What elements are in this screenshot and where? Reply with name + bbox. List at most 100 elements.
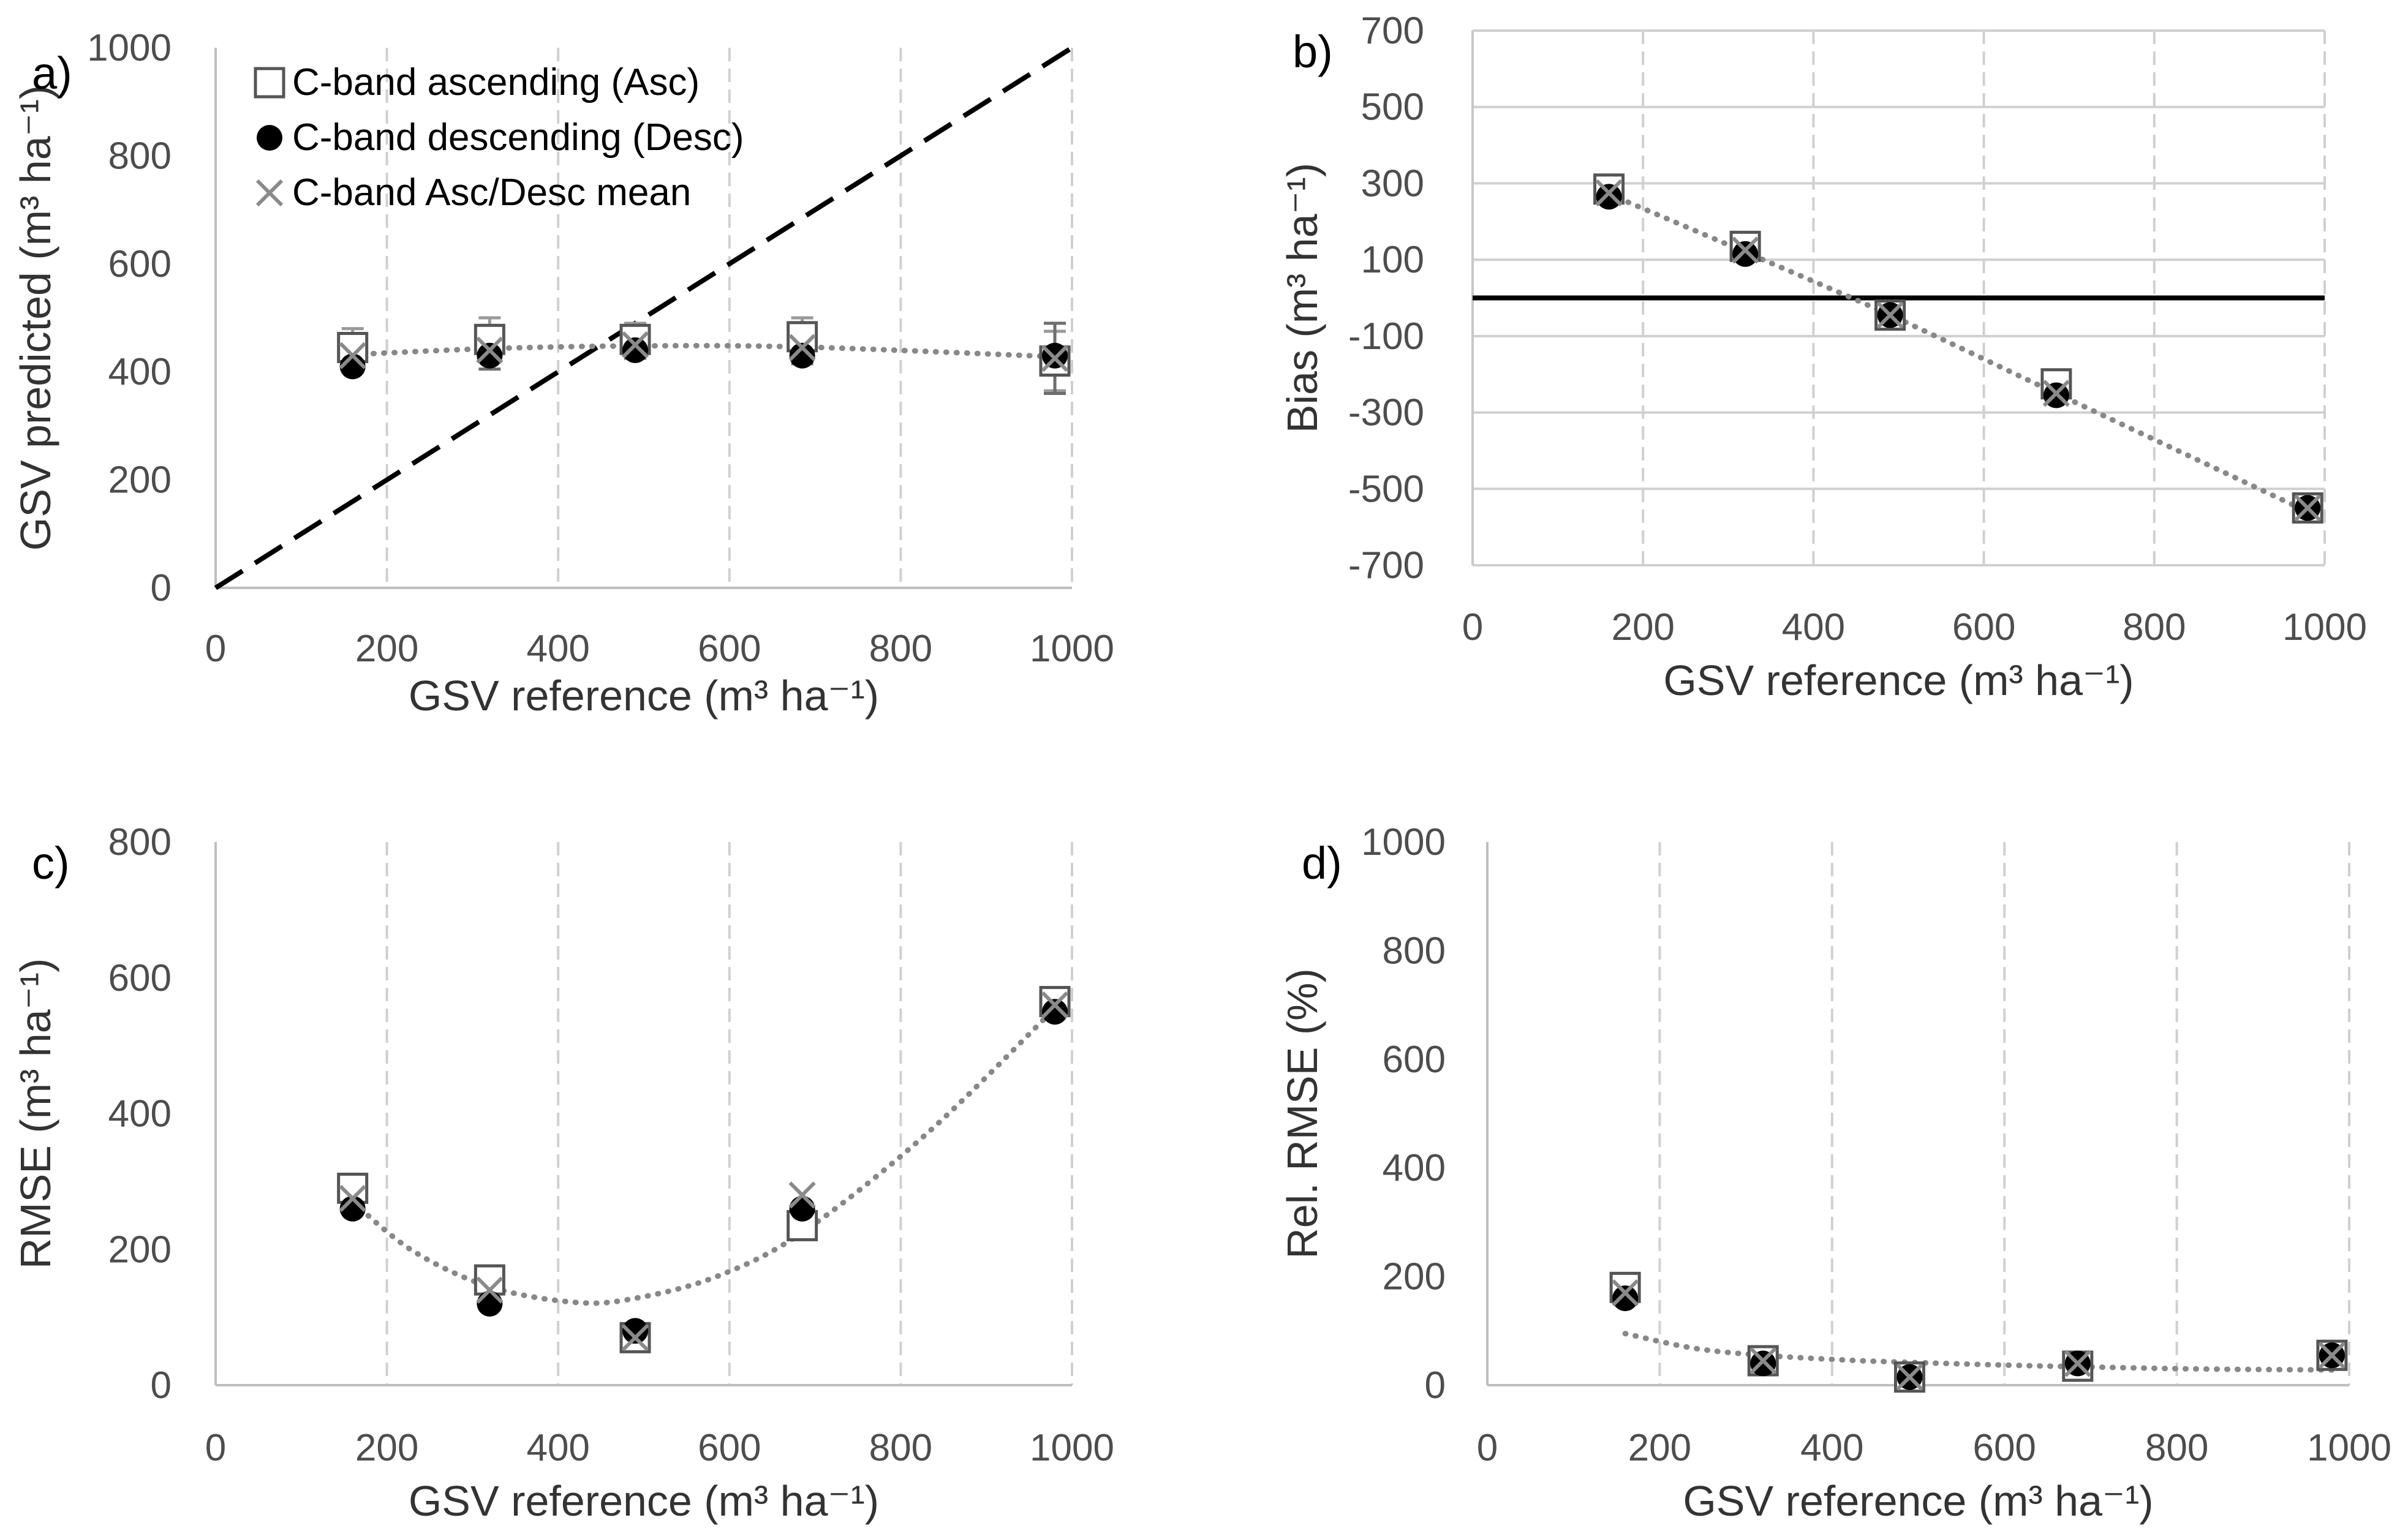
trendline xyxy=(1606,191,2311,515)
mean-point xyxy=(1041,991,1069,1019)
desc-point xyxy=(622,1318,649,1344)
mean-point xyxy=(1876,301,1904,329)
x-tick-label: 1000 xyxy=(1030,1427,1114,1469)
y-tick-label: 1000 xyxy=(87,27,172,69)
y-axis-title: RMSE (m³ ha⁻¹) xyxy=(12,958,59,1269)
y-tick-label: 800 xyxy=(108,821,172,863)
desc-point xyxy=(1042,999,1068,1025)
y-tick-label: 700 xyxy=(1361,10,1424,52)
mean-point xyxy=(1896,1363,1923,1391)
x-tick-label: 600 xyxy=(698,628,761,670)
panel-label: c) xyxy=(32,838,70,889)
x-tick-label: 200 xyxy=(1611,606,1674,649)
desc-point xyxy=(1732,241,1759,267)
x-tick-label: 1000 xyxy=(1030,628,1114,670)
panel-label: a) xyxy=(32,48,72,99)
x-tick-label: 400 xyxy=(1800,1427,1863,1469)
x-tick-label: 800 xyxy=(869,628,932,670)
mean-point xyxy=(2064,1350,2091,1377)
y-tick-label: -100 xyxy=(1348,315,1424,358)
x-axis-title: GSV reference (m³ ha⁻¹) xyxy=(1663,656,2134,704)
y-tick-label: 100 xyxy=(1361,239,1424,281)
y-tick-label: 800 xyxy=(1383,930,1446,972)
x-tick-label: 0 xyxy=(205,628,226,670)
x-axis-title: GSV reference (m³ ha⁻¹) xyxy=(1683,1477,2153,1525)
panel-label: d) xyxy=(1302,838,1342,889)
x-axis-title: GSV reference (m³ ha⁻¹) xyxy=(409,1477,879,1525)
y-tick-label: 200 xyxy=(108,459,172,502)
mean-point xyxy=(476,1276,504,1304)
legend-label-mean: C-band Asc/Desc mean xyxy=(292,171,691,214)
mean-point xyxy=(339,342,366,369)
panel-c: 0 200 400 600 800 1000 0 200 400 600 800 GSV refere… xyxy=(12,821,1114,1525)
legend-marker-asc xyxy=(254,67,285,99)
y-tick-label: 300 xyxy=(1361,162,1424,205)
x-tick-label: 400 xyxy=(1782,606,1845,649)
y-tick-label: 0 xyxy=(151,1364,172,1407)
x-tick-label: 600 xyxy=(698,1427,761,1469)
y-tick-label: -300 xyxy=(1348,392,1424,434)
desc-point xyxy=(1042,342,1068,369)
x-tick-label: 200 xyxy=(355,628,418,670)
x-tick-label: 1000 xyxy=(2307,1427,2391,1469)
y-tick-label: -700 xyxy=(1348,544,1424,587)
x-tick-label: 200 xyxy=(355,1427,418,1469)
y-tick-label: 600 xyxy=(108,957,172,999)
mean-point xyxy=(788,1181,816,1209)
desc-point xyxy=(477,342,503,369)
mean-point xyxy=(1595,179,1623,207)
y-tick-label: 500 xyxy=(1361,86,1424,129)
panel-label: b) xyxy=(1293,26,1333,77)
y-tick-label: 400 xyxy=(108,1093,172,1135)
x-axis-title: GSV reference (m³ ha⁻¹) xyxy=(409,672,879,720)
legend-marker-desc xyxy=(257,125,282,151)
y-axis-title: Rel. RMSE (%) xyxy=(1278,968,1326,1258)
y-tick-label: 1000 xyxy=(1361,821,1446,863)
legend-label-asc: C-band ascending (Asc) xyxy=(292,61,700,103)
x-tick-label: 800 xyxy=(2123,606,2186,649)
panel-a: 0 200 400 600 800 1000 0 200 400 600 800 1000 GSV re… xyxy=(12,27,1114,720)
legend-marker-mean xyxy=(255,179,284,207)
x-tick-label: 200 xyxy=(1628,1427,1691,1469)
panel-d: 0 200 400 600 800 1000 0 200 400 600 800 1000 GSV re… xyxy=(1278,821,2391,1525)
mean-point xyxy=(621,331,649,359)
x-tick-label: 0 xyxy=(1462,606,1483,649)
one-to-one-line xyxy=(214,45,1074,590)
desc-point xyxy=(622,337,649,363)
desc-point xyxy=(789,1195,815,1222)
y-axis-title: GSV predicted (m³ ha⁻¹) xyxy=(12,85,59,551)
x-tick-label: 1000 xyxy=(2282,606,2367,649)
y-tick-label: 600 xyxy=(1383,1039,1446,1081)
y-tick-label: 0 xyxy=(151,567,172,609)
desc-point xyxy=(1612,1285,1639,1312)
y-tick-label: 200 xyxy=(1383,1256,1446,1298)
mean-point xyxy=(788,334,816,361)
x-tick-label: 800 xyxy=(2145,1427,2208,1469)
y-tick-label: 400 xyxy=(108,351,172,393)
mean-point xyxy=(1041,345,1069,372)
trendline xyxy=(1622,1331,2335,1373)
panel-b: 0 200 400 600 800 1000 700 500 300 100 -100 -300 -50… xyxy=(1278,10,2367,704)
trendline xyxy=(350,342,1058,360)
y-tick-label: 0 xyxy=(1425,1364,1446,1407)
trendline xyxy=(350,1006,1058,1306)
x-tick-label: 400 xyxy=(526,628,589,670)
mean-point xyxy=(476,336,504,364)
desc-point xyxy=(477,1290,503,1317)
mean-point xyxy=(339,1184,366,1213)
mean-point xyxy=(1731,236,1759,264)
mean-point xyxy=(1749,1347,1777,1375)
x-tick-label: 600 xyxy=(1952,606,2015,649)
y-tick-label: 400 xyxy=(1383,1147,1446,1189)
desc-point xyxy=(1750,1350,1776,1377)
x-tick-label: 800 xyxy=(869,1427,932,1469)
desc-point xyxy=(339,1195,366,1222)
x-tick-label: 600 xyxy=(1972,1427,2036,1469)
mean-point xyxy=(2318,1342,2346,1369)
desc-point xyxy=(1596,184,1622,210)
mean-point xyxy=(2294,494,2322,522)
x-tick-label: 0 xyxy=(1477,1427,1498,1469)
legend-label-desc: C-band descending (Desc) xyxy=(292,116,744,159)
y-tick-label: 200 xyxy=(108,1228,172,1271)
